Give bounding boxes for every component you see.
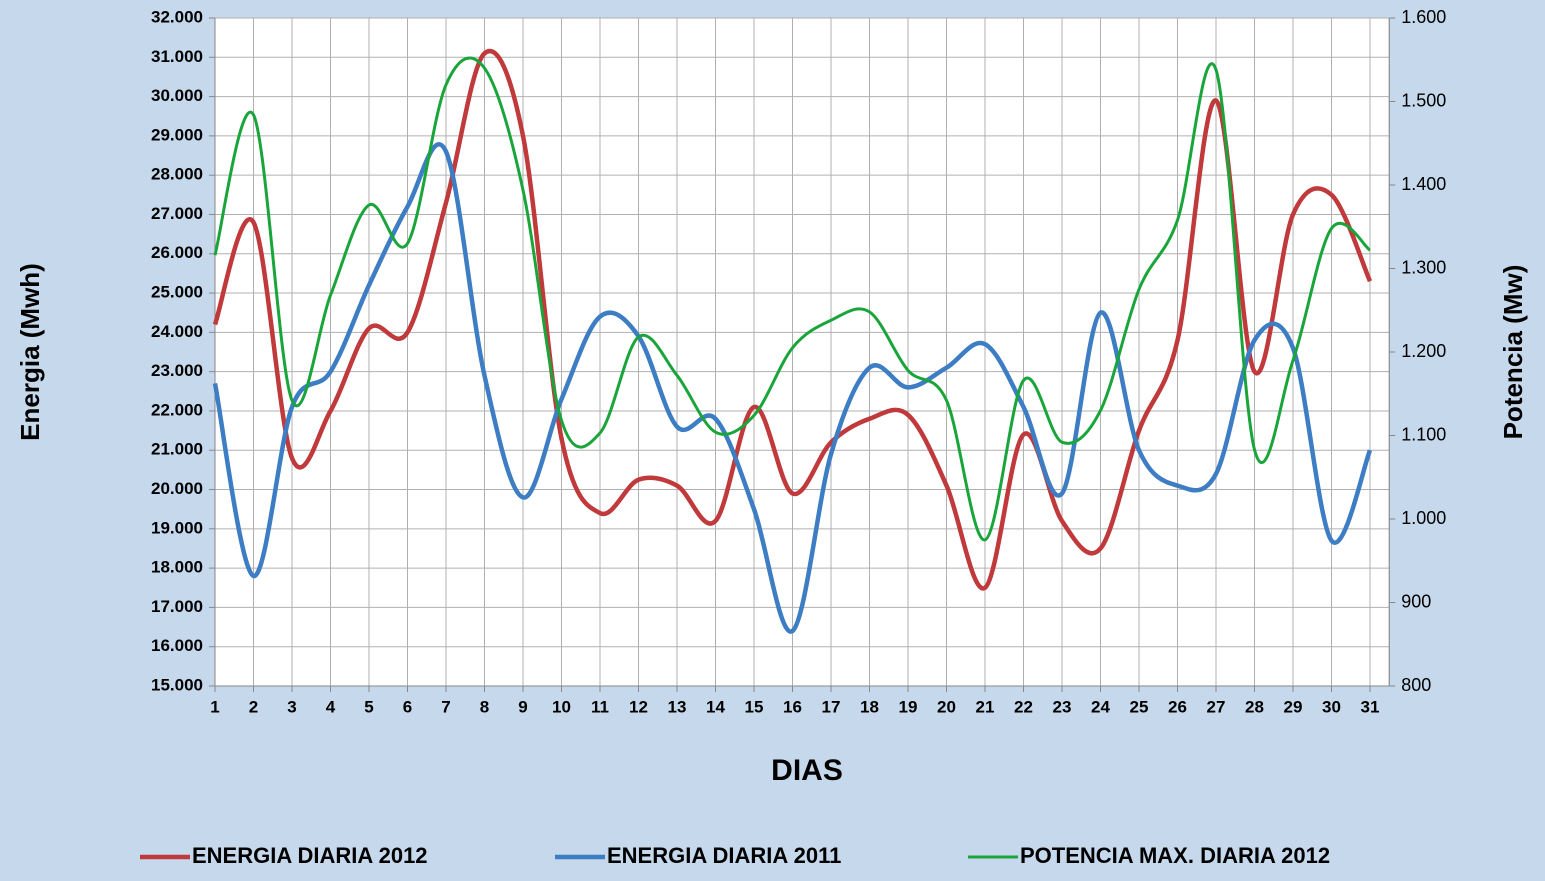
y2-tick-label: 1.100 [1401, 424, 1446, 444]
y-tick-label: 19.000 [151, 518, 203, 537]
y-tick-label: 28.000 [151, 165, 203, 184]
x-tick-label: 21 [976, 697, 995, 716]
y-tick-label: 31.000 [151, 47, 203, 66]
y-axis-title: Energia (Mwh) [15, 263, 45, 441]
x-tick-label: 31 [1361, 697, 1380, 716]
y-tick-label: 32.000 [151, 7, 203, 26]
plot-area [215, 18, 1389, 686]
x-tick-label: 29 [1284, 697, 1303, 716]
y2-tick-label: 900 [1401, 591, 1431, 611]
y-tick-label: 21.000 [151, 440, 203, 459]
x-tick-label: 13 [668, 697, 687, 716]
x-tick-label: 28 [1245, 697, 1264, 716]
y2-tick-label: 1.000 [1401, 508, 1446, 528]
x-tick-label: 30 [1322, 697, 1341, 716]
y2-tick-label: 1.200 [1401, 341, 1446, 361]
y-tick-label: 24.000 [151, 322, 203, 341]
x-tick-label: 26 [1168, 697, 1187, 716]
x-tick-label: 7 [441, 697, 450, 716]
y-tick-label: 20.000 [151, 479, 203, 498]
x-tick-label: 2 [249, 697, 258, 716]
x-tick-label: 10 [552, 697, 571, 716]
series-line [213, 56, 1371, 542]
y-tick-label: 18.000 [151, 558, 203, 577]
y-tick-label: 22.000 [151, 400, 203, 419]
x-tick-label: 24 [1091, 697, 1110, 716]
x-tick-label: 11 [591, 697, 609, 716]
y2-tick-label: 1.400 [1401, 174, 1446, 194]
x-tick-label: 6 [403, 697, 412, 716]
x-tick-label: 22 [1014, 697, 1033, 716]
x-tick-label: 12 [629, 697, 648, 716]
x-tick-label: 8 [480, 697, 489, 716]
x-tick-label: 5 [364, 697, 373, 716]
y2-tick-label: 1.600 [1401, 7, 1446, 27]
y-tick-label: 27.000 [151, 204, 203, 223]
y-tick-label: 15.000 [151, 675, 203, 694]
y-tick-label: 30.000 [151, 86, 203, 105]
x-tick-label: 1 [210, 697, 219, 716]
y-tick-label: 25.000 [151, 283, 203, 302]
y-tick-label: 17.000 [151, 597, 203, 616]
legend-label: POTENCIA MAX. DIARIA 2012 [1020, 843, 1330, 868]
x-tick-label: 23 [1053, 697, 1072, 716]
legend-label: ENERGIA DIARIA 2011 [607, 843, 841, 868]
x-tick-label: 15 [745, 697, 764, 716]
x-tick-label: 25 [1130, 697, 1149, 716]
x-tick-label: 14 [706, 697, 725, 716]
y2-tick-label: 800 [1401, 675, 1431, 695]
y2-tick-label: 1.500 [1401, 90, 1446, 110]
x-tick-label: 9 [518, 697, 527, 716]
y2-tick-label: 1.300 [1401, 257, 1446, 277]
y-tick-label: 23.000 [151, 361, 203, 380]
x-tick-label: 18 [860, 697, 879, 716]
series-line [212, 49, 1373, 591]
y-tick-label: 26.000 [151, 243, 203, 262]
legend-label: ENERGIA DIARIA 2012 [192, 843, 428, 868]
x-tick-label: 19 [899, 697, 918, 716]
x-axis-title: DIAS [771, 754, 843, 787]
x-tick-label: 4 [326, 697, 336, 716]
x-tick-label: 20 [937, 697, 956, 716]
y2-axis-title: Potencia (Mw) [1498, 265, 1528, 440]
x-tick-label: 3 [287, 697, 296, 716]
y-tick-label: 16.000 [151, 636, 203, 655]
x-tick-label: 27 [1207, 697, 1226, 716]
series-line [212, 142, 1373, 634]
x-tick-label: 17 [822, 697, 841, 716]
x-tick-label: 16 [783, 697, 802, 716]
y-tick-label: 29.000 [151, 125, 203, 144]
